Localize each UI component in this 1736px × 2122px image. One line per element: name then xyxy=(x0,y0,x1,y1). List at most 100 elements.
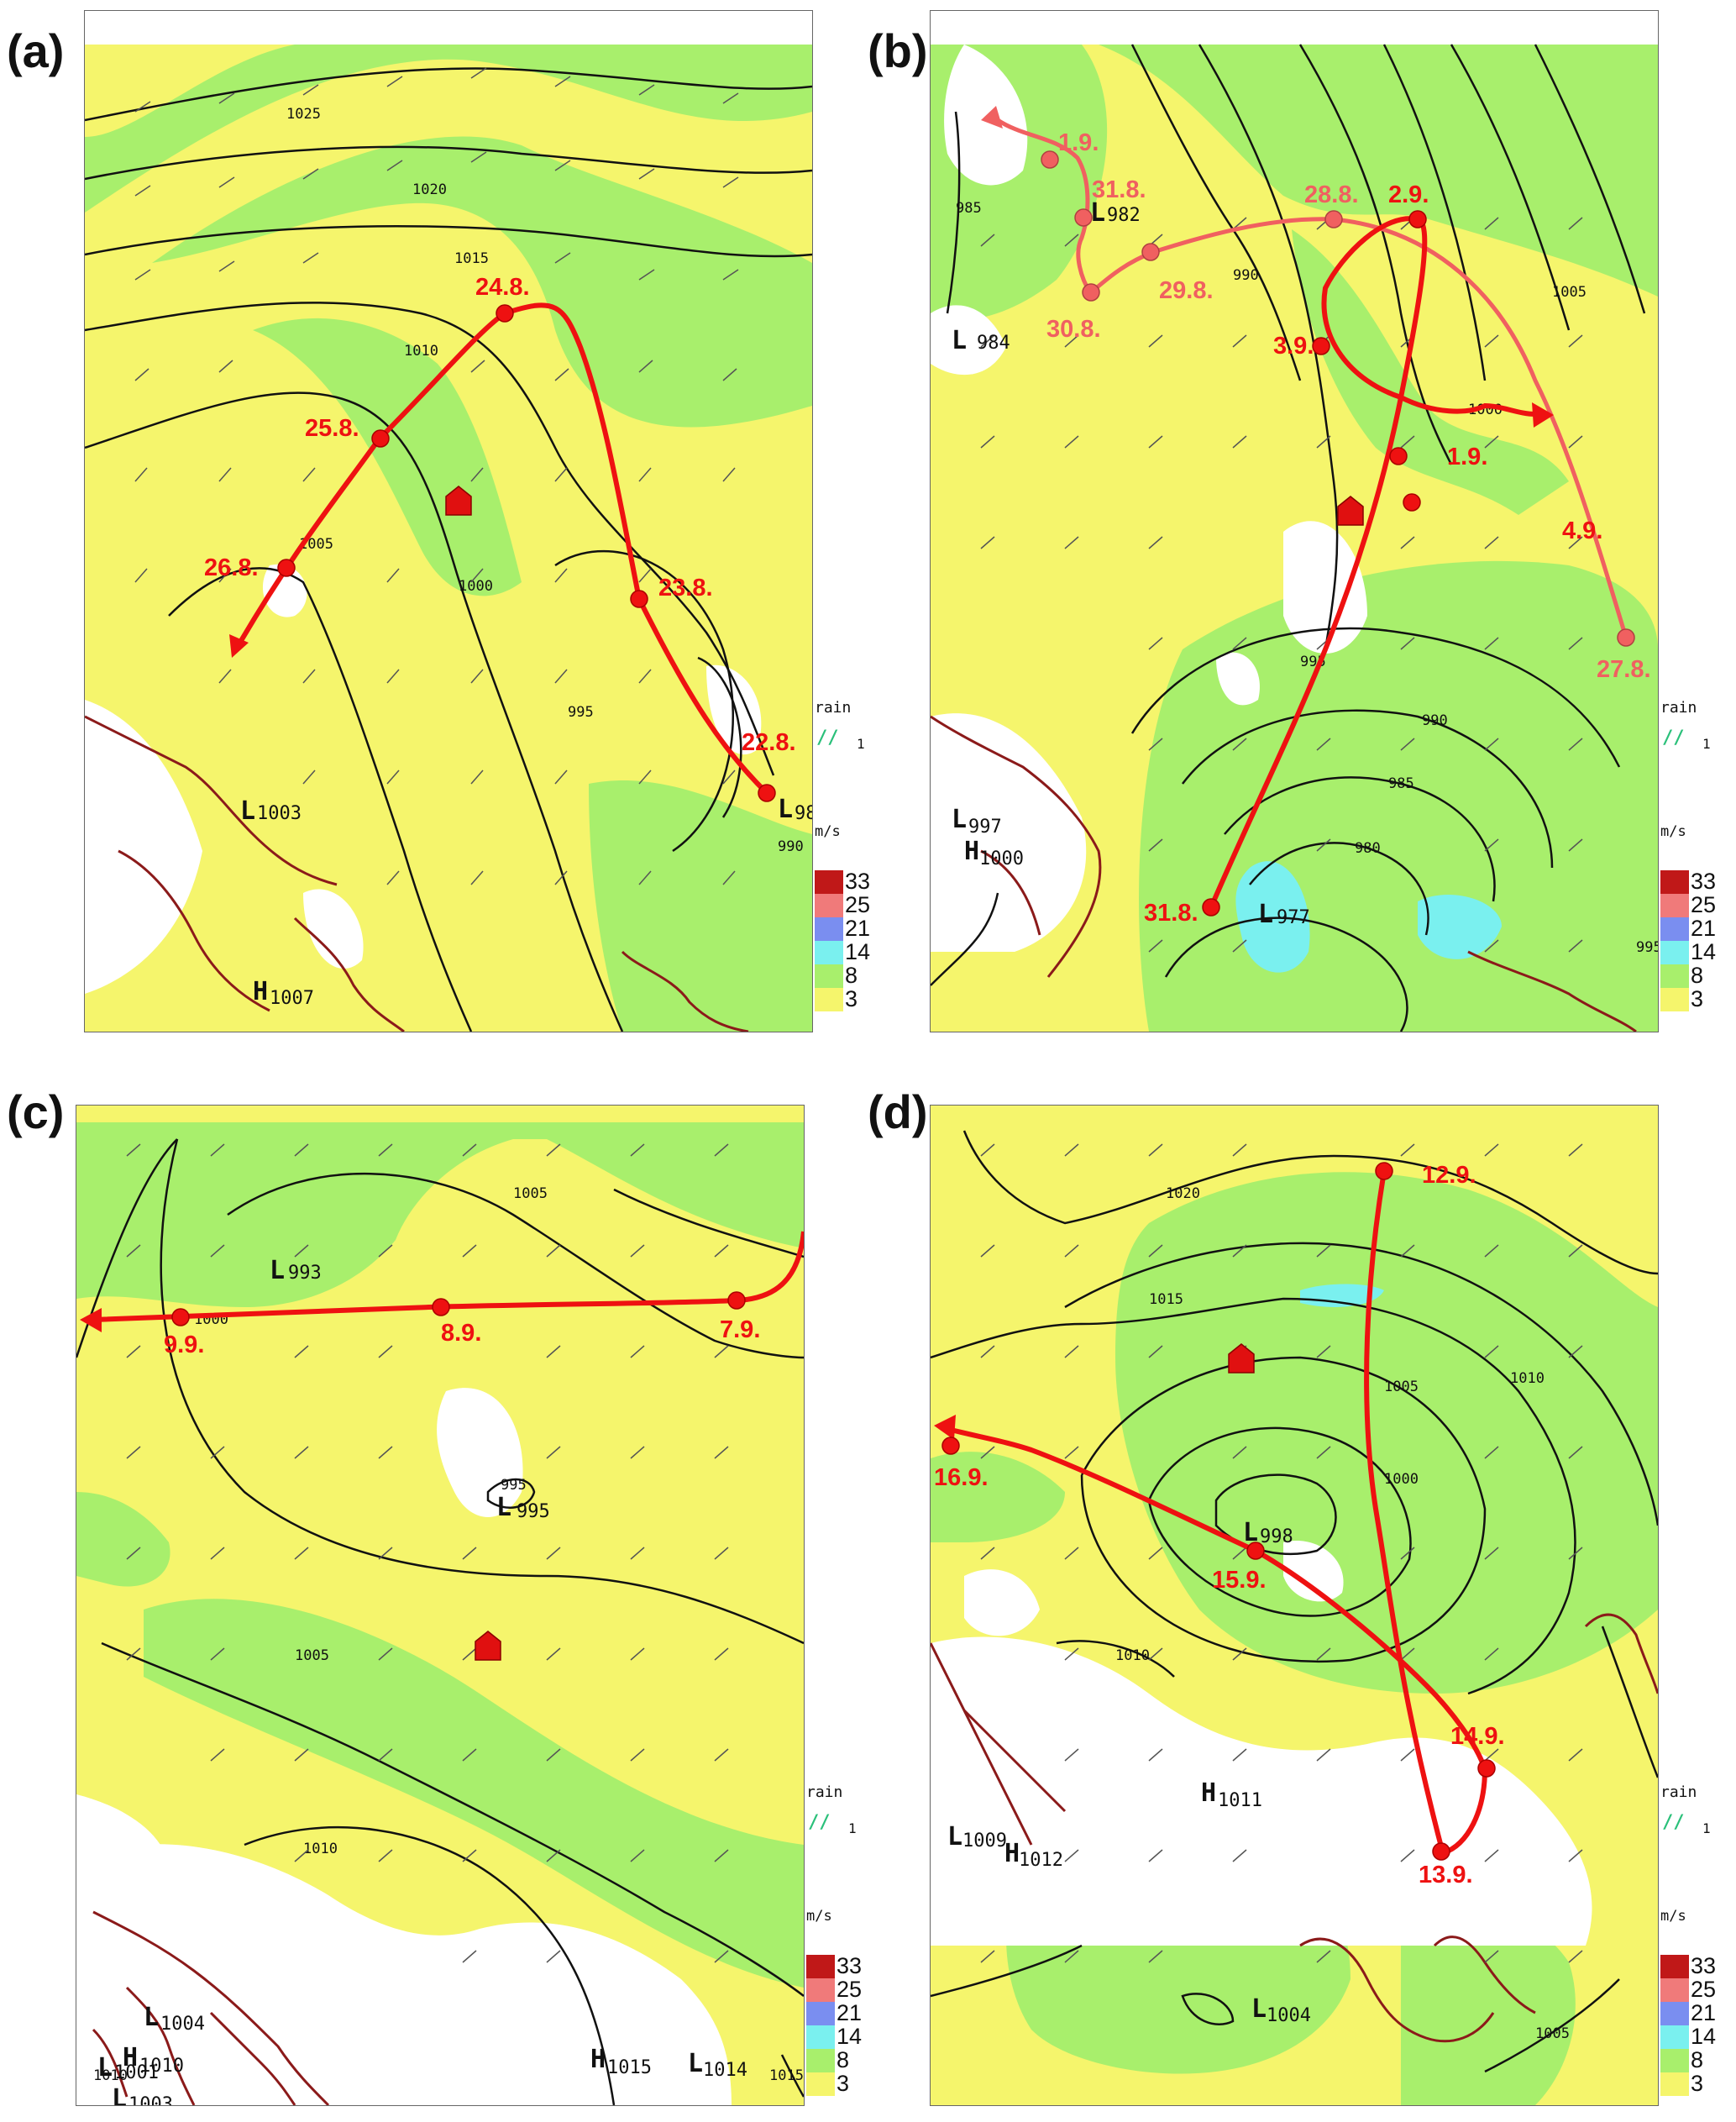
high-label-a-1: H xyxy=(253,977,268,1006)
high-label-d-1: H xyxy=(1201,1778,1216,1808)
isobar-label-b-5: 1005 xyxy=(1552,284,1587,301)
isobar-label-b-6: 990 xyxy=(1422,712,1448,729)
panel-label-b: (b) xyxy=(868,24,928,77)
cyclone-track-d: 12.9. 13.9. 14.9. 15.9. 16.9. xyxy=(934,1162,1505,1888)
isobar-label-d-3: 1010 xyxy=(1510,1370,1545,1387)
station-marker-a xyxy=(445,486,472,516)
rain-icon-d: // xyxy=(1662,1812,1685,1833)
isobar-label-c-4: 1010 xyxy=(303,1841,338,1857)
swatch-value-8-a: 8 xyxy=(845,963,858,988)
swatch-8-a xyxy=(815,964,843,988)
pressure-value-c-7: 1003 xyxy=(128,2094,173,2105)
isobar-label-c-5: 1010 xyxy=(93,2067,128,2084)
track-label-c-1: 7.9. xyxy=(720,1316,760,1343)
swatch-21-d xyxy=(1660,2002,1689,2025)
pressure-value-b-4: 1000 xyxy=(979,848,1024,869)
map-b: 985 990 995 1000 1005 990 985 980 995 L … xyxy=(930,10,1659,1032)
swatch-value-8-b: 8 xyxy=(1691,963,1704,988)
unit-label-a: m/s xyxy=(815,823,841,840)
low-label-d-3: L xyxy=(1251,1994,1267,2024)
isobar-label-d-2: 1015 xyxy=(1149,1291,1183,1308)
pressure-value-a-3: 1007 xyxy=(270,988,314,1009)
swatch-3-c xyxy=(806,2072,835,2096)
unit-label-c: m/s xyxy=(806,1908,832,1925)
low-label-a-1: L xyxy=(778,795,793,824)
swatch-33-b xyxy=(1660,870,1689,894)
swatch-25-a xyxy=(815,894,843,917)
panel-b: (b) xyxy=(868,0,1736,1050)
pressure-value-b-1: 982 xyxy=(1107,205,1141,226)
track-label-d-4: 15.9. xyxy=(1212,1567,1267,1594)
station-marker-c xyxy=(475,1631,501,1661)
swatch-value-3-b: 3 xyxy=(1691,986,1704,1011)
legend-d: rain // 1 m/s 33 25 21 14 8 3 xyxy=(1660,1783,1728,2119)
rain-value-d: 1 xyxy=(1702,1820,1711,1836)
isobar-label-b-2: 990 xyxy=(1233,267,1259,284)
low-label-c-5: L xyxy=(112,2084,127,2105)
low-label-c-6: L xyxy=(688,2049,703,2078)
cyclone-track-b-main xyxy=(1202,210,1554,917)
pressure-value-c-4: 1004 xyxy=(160,2014,205,2035)
low-label-b-1: L xyxy=(1090,198,1105,228)
wind-barbs-c xyxy=(126,1143,729,1963)
swatch-value-14-c: 14 xyxy=(837,2024,863,2049)
cyclone-track-a: 22.8. 23.8. 24.8. 25.8. 26.8. xyxy=(204,274,796,802)
isobar-label-c-1: 1005 xyxy=(513,1185,548,1202)
track-label-c-2: 8.9. xyxy=(441,1320,481,1347)
track-label-b-11: 4.9. xyxy=(1562,517,1602,544)
low-label-b-3: L xyxy=(952,805,967,834)
track-label-b-2: 28.8. xyxy=(1304,181,1359,208)
high-label-c-2: H xyxy=(590,2045,606,2074)
panel-label-a: (a) xyxy=(7,24,65,77)
high-label-d-2: H xyxy=(1004,1839,1020,1868)
pressure-value-c-2: 995 xyxy=(517,1501,550,1522)
pressure-value-c-3: 995 xyxy=(501,1477,527,1494)
swatch-21-a xyxy=(815,917,843,941)
isobar-label-d-4: 1005 xyxy=(1384,1379,1419,1395)
rain-icon-a: // xyxy=(816,727,839,748)
high-label-b-1: H xyxy=(964,837,979,866)
track-label-b-10: 3.9. xyxy=(1273,333,1314,360)
legend-b: rain // 1 m/s 33 25 21 14 8 3 xyxy=(1660,699,1728,1035)
track-label-b-9: 2.9. xyxy=(1388,181,1429,208)
isobar-label-a-2: 1020 xyxy=(412,181,447,198)
track-label-d-2: 13.9. xyxy=(1419,1862,1473,1888)
cyclone-track-b-secondary xyxy=(981,106,1635,647)
swatch-8-b xyxy=(1660,964,1689,988)
swatch-25-b xyxy=(1660,894,1689,917)
pressure-value-c-1: 993 xyxy=(288,1263,322,1284)
low-label-c-3: L xyxy=(144,2003,159,2032)
swatch-25-c xyxy=(806,1978,835,2002)
pressure-value-a-2: 1003 xyxy=(257,803,302,824)
swatch-value-33-a: 33 xyxy=(845,869,871,894)
swatch-value-33-d: 33 xyxy=(1691,1953,1717,1978)
rain-value-c: 1 xyxy=(848,1820,857,1836)
pressure-value-b-2: 984 xyxy=(977,333,1010,354)
swatch-value-21-a: 21 xyxy=(845,916,871,941)
track-label-d-1: 12.9. xyxy=(1422,1162,1476,1189)
track-label-d-5: 16.9. xyxy=(934,1464,989,1491)
low-label-d-2: L xyxy=(947,1822,962,1851)
swatch-33-c xyxy=(806,1955,835,1978)
low-label-a-2: L xyxy=(240,796,255,826)
panel-label-c: (c) xyxy=(7,1085,65,1138)
swatch-3-b xyxy=(1660,988,1689,1011)
pressure-value-c-5: 1010 xyxy=(139,2056,184,2077)
track-label-d-3: 14.9. xyxy=(1450,1723,1505,1750)
low-label-c-1: L xyxy=(270,1256,285,1285)
isobar-label-b-7: 985 xyxy=(1388,775,1414,792)
panel-d: (d) xyxy=(868,1061,1736,2122)
isobar-label-d-1: 1020 xyxy=(1166,1185,1200,1202)
swatch-value-14-d: 14 xyxy=(1691,2024,1717,2049)
track-label-b-3: 29.8. xyxy=(1159,277,1214,304)
isobar-label-b-1: 985 xyxy=(956,200,982,217)
cyclone-track-c: 7.9. 8.9. 9.9. xyxy=(80,1231,804,1358)
pressure-value-c-6: 1001 xyxy=(114,2062,159,2083)
swatch-value-33-b: 33 xyxy=(1691,869,1717,894)
low-label-c-2: L xyxy=(496,1493,511,1522)
isobar-label-a-7: 995 xyxy=(568,704,594,721)
isobar-label-a-8: 990 xyxy=(778,838,804,855)
swatch-value-3-c: 3 xyxy=(837,2071,850,2096)
low-label-b-4: L xyxy=(1258,900,1273,929)
swatch-value-8-c: 8 xyxy=(837,2047,850,2072)
